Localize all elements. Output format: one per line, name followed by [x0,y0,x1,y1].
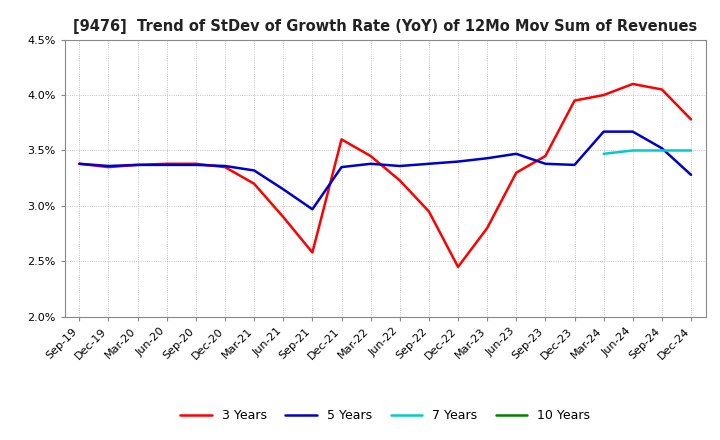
5 Years [250,168,258,173]
Legend: 3 Years, 5 Years, 7 Years, 10 Years: 3 Years, 5 Years, 7 Years, 10 Years [176,404,595,427]
3 Years [541,154,550,159]
5 Years [483,156,492,161]
3 Years [192,161,200,166]
5 Years [657,146,666,151]
3 Years [250,181,258,187]
Line: 3 Years: 3 Years [79,84,691,267]
7 Years [629,148,637,153]
7 Years [599,151,608,157]
5 Years [75,161,84,166]
7 Years [657,148,666,153]
5 Years [308,207,317,212]
5 Years [163,162,171,168]
3 Years [512,170,521,175]
3 Years [308,250,317,255]
5 Years [687,172,696,177]
Line: 7 Years: 7 Years [603,150,691,154]
5 Years [192,162,200,168]
3 Years [425,209,433,214]
5 Years [454,159,462,164]
3 Years [687,117,696,122]
3 Years [483,225,492,231]
3 Years [337,137,346,142]
3 Years [133,162,142,168]
5 Years [279,187,287,192]
3 Years [629,81,637,87]
3 Years [366,154,375,159]
5 Years [366,161,375,166]
3 Years [279,214,287,220]
3 Years [163,161,171,166]
3 Years [570,98,579,103]
5 Years [133,162,142,168]
5 Years [512,151,521,157]
5 Years [337,165,346,170]
3 Years [395,178,404,183]
7 Years [687,148,696,153]
5 Years [425,161,433,166]
3 Years [104,165,113,170]
3 Years [220,165,229,170]
3 Years [75,161,84,166]
5 Years [541,161,550,166]
5 Years [599,129,608,134]
5 Years [570,162,579,168]
5 Years [629,129,637,134]
5 Years [104,163,113,169]
3 Years [599,92,608,98]
3 Years [454,264,462,270]
3 Years [657,87,666,92]
5 Years [220,163,229,169]
Title: [9476]  Trend of StDev of Growth Rate (YoY) of 12Mo Mov Sum of Revenues: [9476] Trend of StDev of Growth Rate (Yo… [73,19,698,34]
Line: 5 Years: 5 Years [79,132,691,209]
5 Years [395,163,404,169]
